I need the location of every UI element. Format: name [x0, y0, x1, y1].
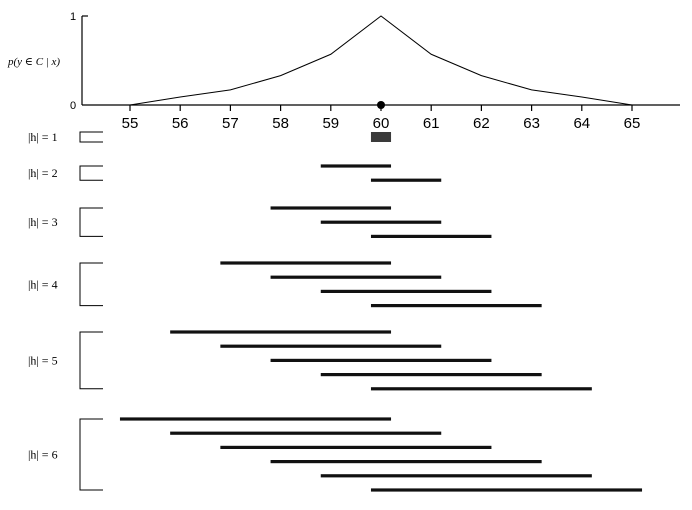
probability-curve — [129, 15, 633, 106]
group-label: |h| = 2 — [28, 166, 58, 180]
x-ticks: 55 56 57 58 59 60 61 62 63 64 65 — [122, 105, 641, 132]
x-tick-label: 60 — [373, 115, 390, 132]
hypothesis-interval-groups: |h| = 1 |h| = 2 |h| = 3 |h| = 4 |h| = 5 |h| =… — [28, 130, 643, 492]
interval-bar — [370, 234, 492, 238]
x-tick-label: 55 — [122, 115, 139, 132]
x-tick-label: 62 — [473, 115, 490, 132]
interval-group: |h| = 4 — [28, 261, 542, 308]
x-tick-label: 56 — [172, 115, 189, 132]
interval-group: |h| = 6 — [28, 417, 643, 492]
interval-bar — [370, 387, 592, 391]
x-tick-label: 57 — [222, 115, 239, 132]
interval-bar — [320, 373, 542, 377]
interval-group: |h| = 2 — [28, 164, 442, 182]
x-tick-label: 59 — [322, 115, 339, 132]
x-tick-label: 58 — [272, 115, 289, 132]
group-label: |h| = 4 — [28, 277, 58, 291]
group-bracket — [79, 262, 103, 307]
group-bracket — [79, 207, 103, 237]
interval-bar — [220, 344, 442, 348]
interval-bar — [270, 206, 392, 210]
group-label: |h| = 6 — [28, 448, 58, 462]
x-tick-label: 63 — [523, 115, 540, 132]
interval-bar — [370, 304, 542, 308]
x-tick-label: 65 — [624, 115, 641, 132]
group-label: |h| = 5 — [28, 353, 58, 367]
interval-bar — [320, 289, 492, 293]
interval-bar — [320, 474, 592, 478]
interval-bar — [220, 261, 392, 265]
y-min-label: 0 — [70, 100, 76, 112]
group-label: |h| = 3 — [28, 215, 58, 229]
interval-bar — [170, 330, 392, 334]
interval-bar — [170, 431, 442, 435]
interval-bar — [320, 220, 442, 224]
probability-plot: p(y ∈ C | x) 1 0 55 56 57 58 59 60 61 62 63 64 65 — [7, 11, 680, 132]
interval-bar — [270, 275, 442, 279]
interval-bar — [270, 460, 542, 464]
interval-bar — [370, 178, 442, 182]
group-bracket — [79, 418, 103, 491]
interval-bar — [320, 164, 392, 168]
group-bracket — [79, 331, 103, 390]
interval-bar — [270, 358, 492, 362]
interval-bar — [370, 488, 643, 492]
y-axis-label: p(y ∈ C | x) — [7, 56, 60, 68]
y-max-label: 1 — [70, 11, 76, 23]
group-bracket — [79, 131, 103, 143]
interval-group: |h| = 5 — [28, 330, 592, 391]
interval-group: |h| = 1 — [28, 130, 392, 144]
interval-bar — [119, 417, 392, 421]
x-tick-label: 61 — [423, 115, 440, 132]
group-bracket — [79, 165, 103, 181]
group-label: |h| = 1 — [28, 130, 58, 144]
interval-group: |h| = 3 — [28, 206, 492, 238]
interval-bar — [220, 445, 492, 449]
x-tick-label: 64 — [573, 115, 590, 132]
query-point-marker — [377, 101, 385, 109]
interval-bar — [370, 132, 392, 142]
